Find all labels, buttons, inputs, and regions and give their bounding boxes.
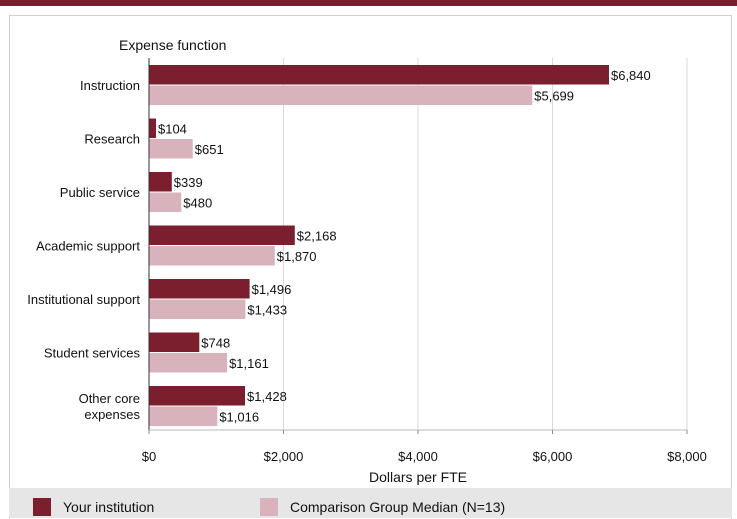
x-tick-label: $2,000 [264,449,304,464]
value-label-comparison-median: $1,161 [229,356,269,371]
bar-comparison-median [149,85,533,105]
category-label: Academic support [36,239,140,254]
category-label: Other core [79,391,140,406]
legend-band [9,488,732,518]
legend-label-your-institution: Your institution [63,499,155,515]
category-label: Student services [44,346,141,361]
value-label-your-institution: $1,428 [247,389,287,404]
x-axis-title: Dollars per FTE [369,469,467,485]
category-label: Instruction [80,78,140,93]
bar-comparison-median [149,246,275,266]
value-label-comparison-median: $651 [195,142,224,157]
bar-your-institution [149,118,156,138]
top-rule [0,0,737,6]
value-label-comparison-median: $5,699 [534,88,574,103]
x-tick-label: $8,000 [667,449,707,464]
bar-your-institution [149,332,200,352]
bar-comparison-median [149,353,228,373]
value-label-your-institution: $104 [158,121,187,136]
value-label-comparison-median: $480 [183,195,212,210]
value-label-comparison-median: $1,870 [277,249,317,264]
bar-your-institution [149,172,172,192]
bar-your-institution [149,386,246,406]
bar-your-institution [149,279,250,299]
x-tick-label: $6,000 [533,449,573,464]
value-label-comparison-median: $1,016 [219,409,259,424]
x-tick-label: $0 [142,449,156,464]
category-label: Institutional support [27,292,140,307]
value-label-your-institution: $1,496 [252,282,292,297]
bar-your-institution [149,65,609,85]
bar-comparison-median [149,192,182,212]
legend-item-comparison-median: Comparison Group Median (N=13) [260,496,505,518]
legend-label-comparison-median: Comparison Group Median (N=13) [290,499,506,515]
value-label-your-institution: $2,168 [297,228,337,243]
legend-swatch-comparison-median [260,498,278,516]
value-label-your-institution: $6,840 [611,68,651,83]
category-label: expenses [84,407,140,422]
category-label: Public service [60,185,140,200]
value-label-your-institution: $748 [201,335,230,350]
category-axis-title: Expense function [119,37,226,53]
bar-comparison-median [149,406,218,426]
bar-comparison-median [149,299,246,319]
legend-item-your-institution: Your institution [33,496,154,518]
value-label-comparison-median: $1,433 [247,302,287,317]
value-label-your-institution: $339 [174,175,203,190]
bar-comparison-median [149,139,193,159]
bar-your-institution [149,225,295,245]
legend-swatch-your-institution [33,498,51,516]
category-label: Research [84,132,140,147]
x-tick-label: $4,000 [398,449,438,464]
